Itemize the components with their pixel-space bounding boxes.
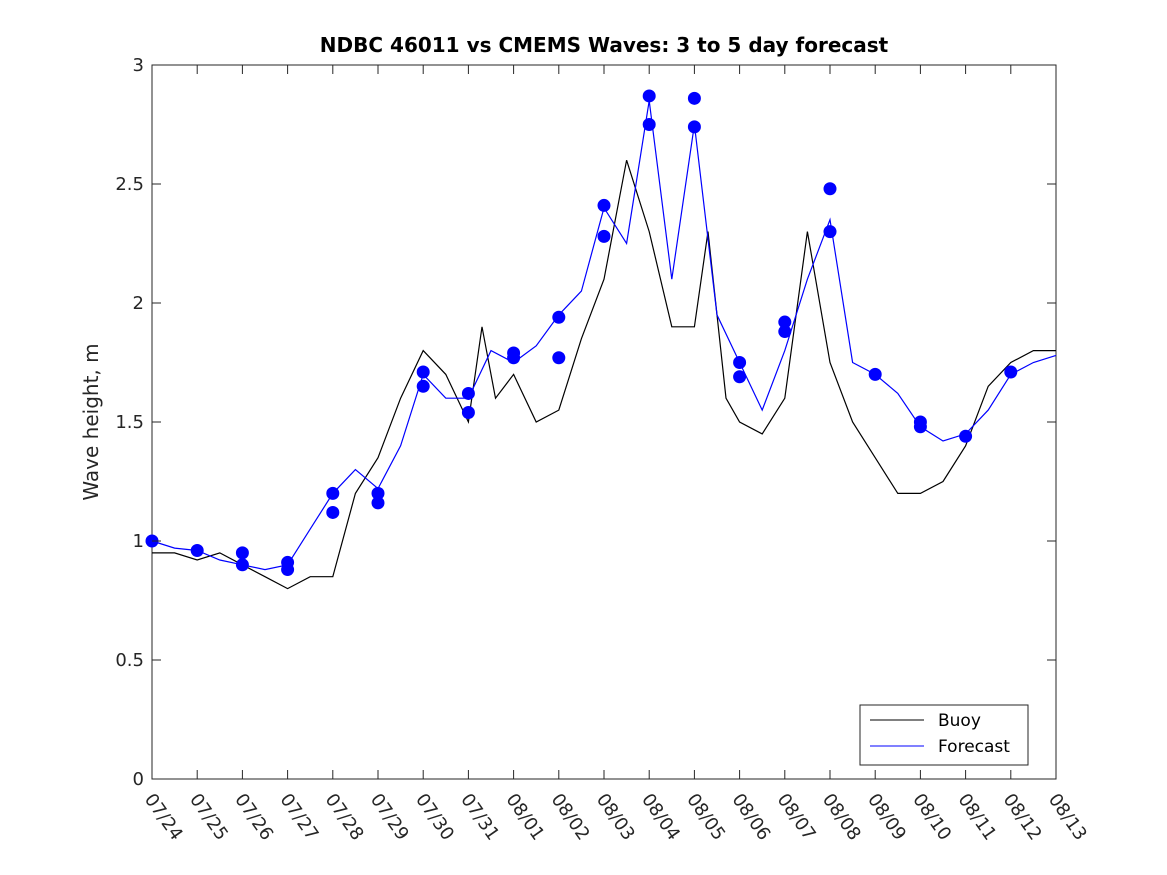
forecast-marker bbox=[733, 356, 747, 369]
forecast-marker bbox=[507, 351, 521, 365]
x-tick-label: 07/31 bbox=[456, 790, 503, 845]
x-tick-label: 08/03 bbox=[592, 790, 639, 845]
y-tick-label: 0 bbox=[133, 769, 144, 790]
forecast-marker bbox=[913, 420, 927, 434]
y-axis-label: Wave height, m bbox=[79, 343, 103, 500]
legend-box bbox=[859, 704, 1029, 766]
forecast-marker bbox=[461, 405, 475, 419]
forecast-marker bbox=[778, 325, 792, 339]
forecast-marker bbox=[326, 505, 340, 519]
x-tick-label: 08/08 bbox=[818, 790, 865, 845]
forecast-marker bbox=[235, 546, 249, 560]
forecast-marker bbox=[642, 118, 656, 131]
x-tick-label: 07/28 bbox=[321, 790, 368, 845]
forecast-marker bbox=[1004, 365, 1018, 379]
legend: Buoy Forecast bbox=[859, 704, 1029, 766]
x-tick-label: 07/27 bbox=[276, 790, 323, 845]
forecast-marker bbox=[190, 544, 204, 558]
x-tick-label: 07/30 bbox=[411, 790, 458, 845]
x-tick-label: 08/05 bbox=[682, 790, 729, 845]
forecast-marker bbox=[281, 563, 295, 577]
x-tick-label: 08/06 bbox=[728, 790, 775, 845]
plot-area bbox=[151, 64, 1057, 780]
x-tick-label: 08/10 bbox=[908, 790, 955, 845]
forecast-marker bbox=[642, 89, 656, 103]
marker-layer bbox=[145, 89, 1018, 577]
forecast-marker bbox=[959, 429, 973, 443]
forecast-marker bbox=[416, 379, 430, 393]
legend-buoy-label: Buoy bbox=[938, 711, 981, 731]
forecast-marker bbox=[235, 558, 249, 572]
x-tick-label: 08/13 bbox=[1044, 790, 1091, 845]
series-buoy bbox=[152, 160, 1056, 590]
forecast-marker bbox=[823, 182, 837, 196]
legend-forecast-label: Forecast bbox=[938, 737, 1010, 757]
forecast-marker bbox=[868, 367, 882, 381]
x-tick-label: 08/09 bbox=[863, 790, 910, 845]
x-tick-label: 07/29 bbox=[366, 790, 413, 845]
y-tick-label: 2.5 bbox=[115, 174, 144, 195]
x-tick-label: 07/25 bbox=[185, 790, 232, 845]
forecast-marker bbox=[823, 225, 837, 239]
x-tick-label: 08/07 bbox=[773, 790, 820, 845]
x-tick-label: 08/01 bbox=[502, 790, 549, 845]
y-tick-label: 1.5 bbox=[115, 412, 144, 433]
forecast-marker bbox=[687, 120, 701, 134]
forecast-marker bbox=[778, 315, 792, 329]
forecast-marker bbox=[371, 496, 385, 510]
x-tick-label: 08/12 bbox=[999, 790, 1046, 845]
y-tick-label: 0.5 bbox=[115, 650, 144, 671]
forecast-marker bbox=[416, 365, 430, 379]
forecast-marker bbox=[326, 486, 340, 500]
forecast-marker bbox=[461, 386, 475, 400]
y-axis: 0 0.5 1 1.5 2 2.5 3 bbox=[115, 55, 1056, 790]
x-tick-label: 08/02 bbox=[547, 790, 594, 845]
x-tick-label: 08/11 bbox=[954, 790, 1001, 845]
forecast-marker bbox=[597, 198, 611, 212]
forecast-marker bbox=[371, 486, 385, 500]
y-tick-label: 3 bbox=[133, 55, 144, 76]
y-tick-label: 1 bbox=[133, 531, 144, 552]
forecast-marker bbox=[687, 91, 701, 105]
forecast-marker bbox=[597, 229, 611, 243]
chart-title: NDBC 46011 vs CMEMS Waves: 3 to 5 day fo… bbox=[320, 33, 889, 57]
forecast-marker bbox=[552, 310, 566, 324]
forecast-marker bbox=[733, 370, 747, 384]
forecast-marker bbox=[552, 351, 566, 365]
x-tick-label: 07/26 bbox=[230, 790, 277, 845]
x-tick-label: 07/24 bbox=[140, 790, 187, 845]
y-tick-label: 2 bbox=[133, 293, 144, 314]
x-tick-label: 08/04 bbox=[637, 790, 684, 845]
